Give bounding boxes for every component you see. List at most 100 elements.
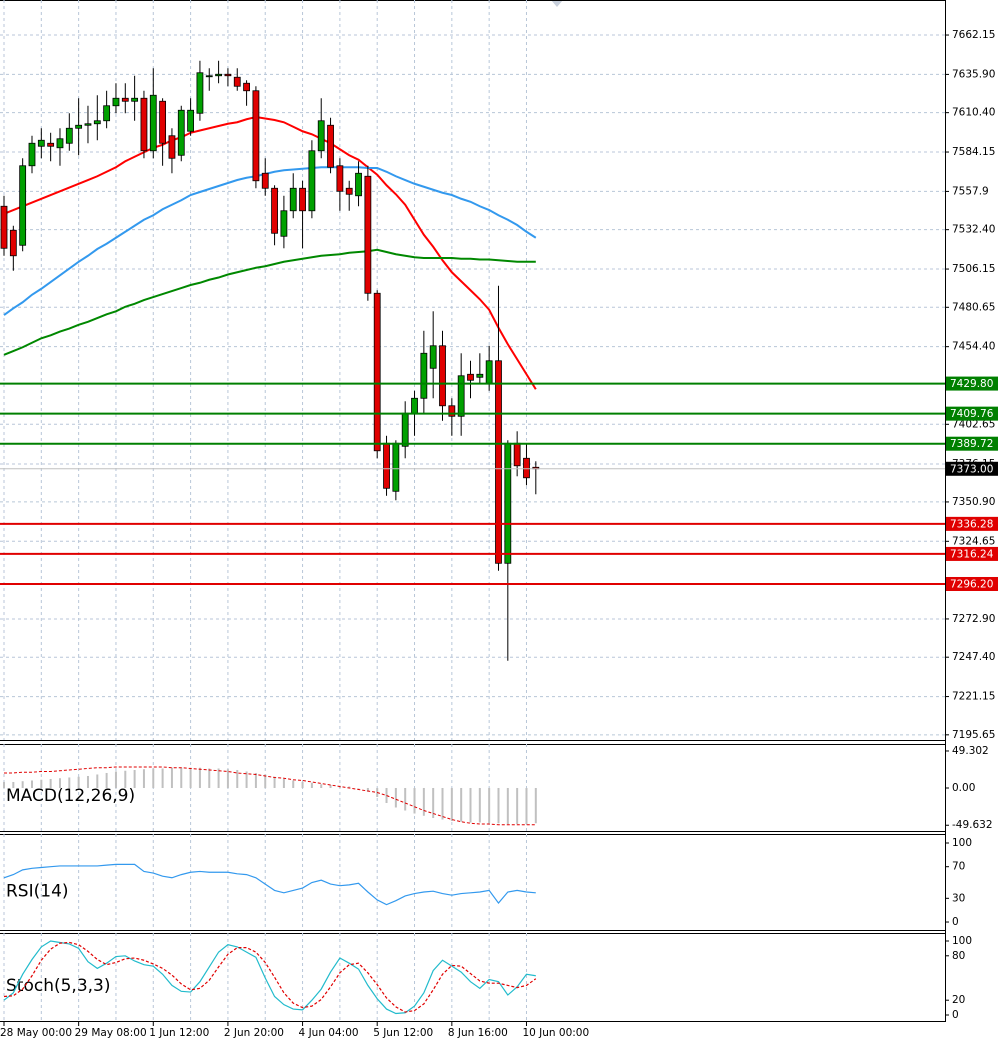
y-tick-label: 7272.90 [952, 613, 995, 625]
candle-body [392, 442, 400, 492]
y-tick-label: 7195.65 [952, 729, 995, 741]
histogram-bar [525, 787, 528, 825]
candle-body [177, 109, 185, 156]
histogram-bar [254, 772, 257, 788]
x-tick-label: 10 Jun 00:00 [522, 1027, 589, 1039]
histogram-bar [460, 787, 463, 822]
candle-body [411, 397, 418, 414]
candle-body [196, 72, 204, 114]
level-label-box [946, 516, 998, 531]
candle-body [149, 94, 157, 152]
y-tick-label: 7402.65 [952, 418, 995, 430]
candle-body [19, 165, 27, 246]
histogram-bar [329, 784, 332, 788]
histogram-bar [86, 775, 89, 788]
histogram-bar [310, 782, 313, 788]
candle-body [336, 165, 344, 192]
candle-body [504, 442, 512, 564]
candle-body [140, 97, 148, 152]
y-tick-label: 7610.40 [952, 107, 995, 119]
y-tick-label: 7350.90 [952, 496, 995, 508]
moving-average [3, 115, 537, 390]
candle-body [168, 135, 176, 159]
candle-body [476, 373, 484, 378]
scroll-marker [551, 0, 563, 7]
histogram-bar [488, 787, 491, 824]
level-label-box [946, 406, 998, 421]
indicator-title: MACD(12,26,9) [6, 786, 135, 806]
signal-line [4, 766, 536, 826]
histogram-bar [245, 771, 248, 788]
histogram-bar [366, 787, 369, 792]
histogram-bar [516, 787, 519, 825]
histogram-bar [30, 780, 33, 788]
x-tick-label: 29 May 08:00 [75, 1027, 147, 1039]
candle-body [280, 210, 288, 237]
y-tick-label: 7532.40 [952, 224, 995, 236]
histogram-bar [264, 774, 267, 788]
histogram-bar [432, 787, 435, 819]
candle-body [84, 123, 92, 126]
candle-body [345, 187, 353, 195]
level-label: 7409.76 [950, 408, 994, 420]
x-tick-label: 5 Jun 12:00 [373, 1027, 433, 1039]
histogram-bar [58, 778, 61, 788]
histogram-bar [40, 779, 43, 788]
candle-body [9, 229, 17, 257]
histogram-bar [441, 787, 444, 820]
moving-average [3, 166, 537, 316]
candle-body [364, 175, 372, 294]
histogram-bar [497, 787, 500, 824]
histogram-bar [348, 786, 351, 788]
histogram-bar [189, 767, 192, 788]
y-tick-label: 7324.65 [952, 535, 995, 547]
histogram-bar [217, 768, 220, 788]
candle-body [252, 90, 260, 182]
histogram-bar [236, 769, 239, 788]
histogram-bar [273, 776, 276, 788]
histogram-bar [198, 767, 201, 788]
y-tick-label: 100 [952, 837, 972, 849]
y-tick-label: 49.302 [952, 745, 989, 757]
y-tick-label: 7480.65 [952, 301, 995, 313]
candle-body [485, 360, 493, 384]
level-label: 7389.72 [950, 438, 993, 450]
candle-body [28, 142, 36, 167]
candle-body [401, 412, 409, 447]
level-label: 7316.24 [950, 548, 994, 560]
histogram-bar [301, 781, 304, 788]
histogram-bar [506, 787, 509, 825]
x-tick-label: 28 May 00:00 [0, 1027, 72, 1039]
indicator-line [3, 940, 536, 1015]
histogram-bar [292, 780, 295, 788]
candle-body [448, 405, 456, 417]
candle-body [289, 187, 297, 212]
candle-body [495, 360, 502, 564]
histogram-bar [49, 778, 52, 788]
histogram-bar [357, 787, 360, 789]
y-tick-label: 0 [952, 1009, 959, 1021]
histogram-bar [12, 781, 15, 788]
candle-body [0, 205, 8, 249]
level-label: 7336.28 [950, 518, 993, 530]
histogram-bar [152, 768, 155, 788]
candle-body [299, 187, 306, 212]
histogram-bar [161, 768, 164, 788]
histogram-bar [208, 768, 211, 788]
candle-body [308, 150, 316, 212]
level-label-box [946, 376, 998, 391]
level-label: 7429.80 [950, 378, 993, 390]
candle-body [523, 457, 530, 479]
histogram-bar [3, 781, 5, 788]
y-tick-label: 7662.15 [952, 29, 995, 41]
level-label: 7296.20 [950, 578, 993, 590]
indicator-title: RSI(14) [6, 882, 69, 902]
y-tick-label: 80 [952, 950, 965, 962]
histogram-bar [404, 787, 407, 811]
histogram-bar [394, 787, 397, 808]
candle-body [103, 105, 111, 122]
y-tick-label: 7454.40 [952, 341, 995, 353]
last-price-label: 7373.00 [950, 463, 993, 475]
